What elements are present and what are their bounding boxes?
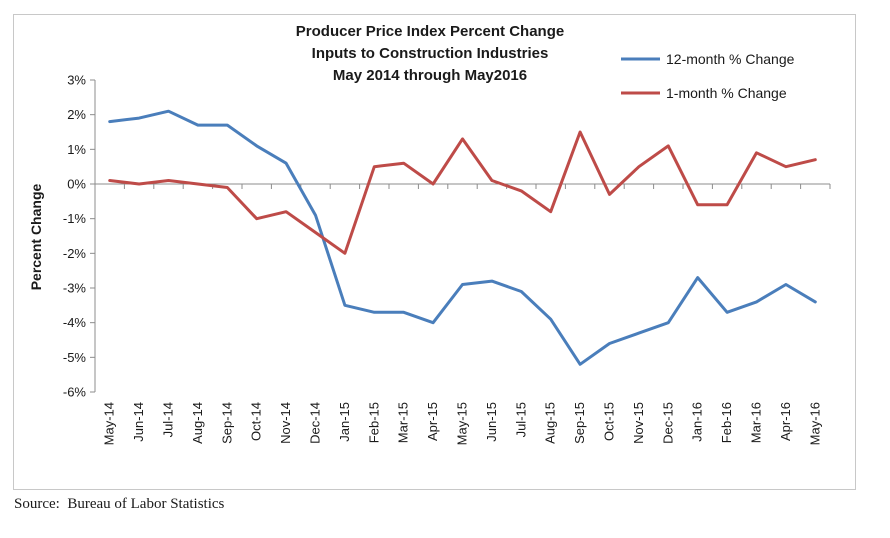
x-tick-label: Aug-14 xyxy=(190,402,205,444)
y-axis-title: Percent Change xyxy=(28,183,44,290)
y-tick-label: -3% xyxy=(63,281,87,296)
x-tick-label: Dec-14 xyxy=(308,402,323,444)
x-tick-label: Jun-15 xyxy=(484,402,499,442)
series-line-1-month xyxy=(108,130,817,255)
chart-title-line-3: May 2014 through May2016 xyxy=(333,67,527,84)
x-tick-label: Mar-15 xyxy=(396,402,411,443)
x-tick-label: Nov-15 xyxy=(631,402,646,444)
axes xyxy=(94,80,830,392)
y-tick-label: 3% xyxy=(67,73,86,88)
x-tick-label: Jul-15 xyxy=(513,402,528,437)
y-tick-label: -6% xyxy=(63,385,87,400)
x-tick-label: Feb-16 xyxy=(719,402,734,443)
x-tick-label: Jan-15 xyxy=(337,402,352,442)
y-tick-label: -4% xyxy=(63,315,87,330)
chart-frame xyxy=(13,14,856,490)
x-tick-label: May-14 xyxy=(102,402,117,445)
chart-title: Producer Price Index Percent Change Inpu… xyxy=(296,23,564,84)
y-tick-label: 2% xyxy=(67,107,86,122)
source-note: Source: Bureau of Labor Statistics xyxy=(14,496,225,512)
x-tick-label: Oct-15 xyxy=(602,402,617,441)
y-tick-label: 0% xyxy=(67,177,86,192)
legend: 12-month % Change 1-month % Change xyxy=(621,51,795,101)
x-tick-label: Jul-14 xyxy=(161,402,176,437)
legend-label: 1-month % Change xyxy=(666,85,787,101)
x-tick-label: Jun-14 xyxy=(131,402,146,442)
x-tick-label: May-15 xyxy=(455,402,470,445)
x-tick-label: Aug-15 xyxy=(543,402,558,444)
y-tick-label: -2% xyxy=(63,246,87,261)
x-axis-ticks: May-14 Jun-14 Jul-14 Aug-14 Sep-14 Oct-14 Nov-… xyxy=(94,184,831,445)
series-layer xyxy=(108,109,817,366)
chart-title-line-2: Inputs to Construction Industries xyxy=(312,45,549,62)
x-tick-label: Dec-15 xyxy=(660,402,675,444)
series-line-12-month xyxy=(108,109,817,366)
y-axis-ticks: 3% 2% 1% 0% -1% -2% -3% -4% -5% -6% xyxy=(63,73,95,400)
x-tick-label: May-16 xyxy=(807,402,822,445)
y-tick-label: -1% xyxy=(63,211,87,226)
x-tick-label: Nov-14 xyxy=(278,402,293,444)
x-tick-label: Sep-14 xyxy=(219,402,234,444)
x-tick-label: Oct-14 xyxy=(249,402,264,441)
x-tick-label: Apr-16 xyxy=(778,402,793,441)
x-tick-label: Mar-16 xyxy=(749,402,764,443)
y-tick-label: 1% xyxy=(67,142,86,157)
legend-label: 12-month % Change xyxy=(666,51,795,67)
x-tick-label: Jan-16 xyxy=(690,402,705,442)
chart-title-line-1: Producer Price Index Percent Change xyxy=(296,23,564,40)
x-tick-label: Sep-15 xyxy=(572,402,587,444)
x-tick-label: Apr-15 xyxy=(425,402,440,441)
y-tick-label: -5% xyxy=(63,350,87,365)
x-tick-label: Feb-15 xyxy=(366,402,381,443)
